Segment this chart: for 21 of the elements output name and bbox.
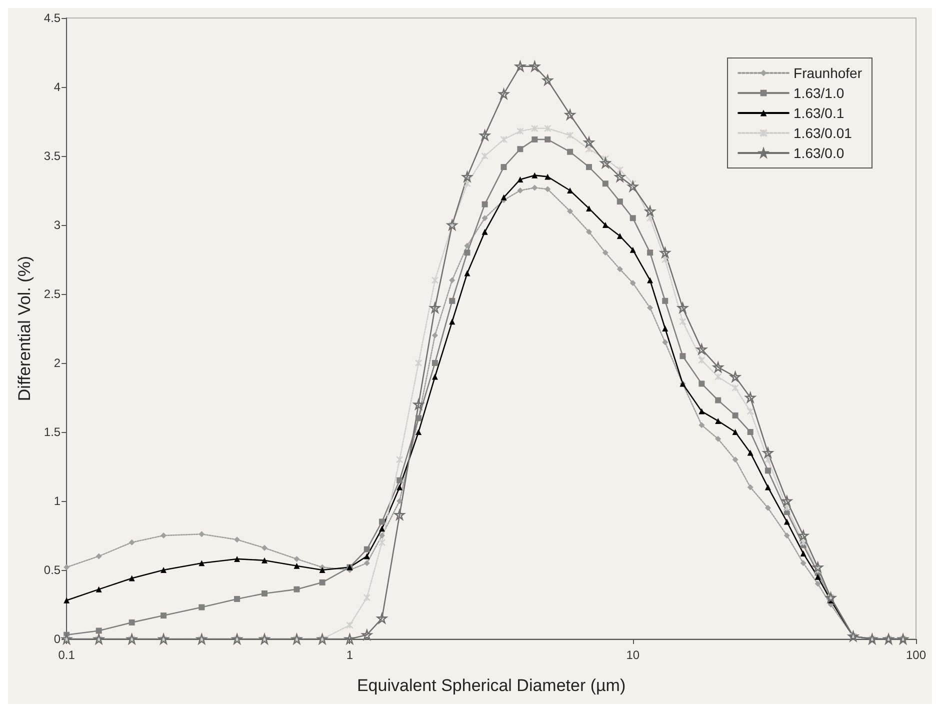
y-tick-label: 2.5: [44, 287, 61, 301]
legend-label: 1.63/0.1: [794, 105, 844, 121]
y-tick-label: 3: [54, 218, 61, 232]
y-tick-label: 1.5: [44, 425, 61, 439]
legend-label: Fraunhofer: [794, 65, 862, 81]
x-tick-label: 100: [906, 648, 926, 662]
x-axis-title: Equivalent Spherical Diameter (µm): [356, 676, 626, 695]
x-tick-label: 10: [626, 648, 640, 662]
legend-label: 1.63/0.0: [794, 145, 844, 161]
y-tick-label: 4.5: [44, 11, 61, 25]
legend-label: 1.63/1.0: [794, 85, 844, 101]
legend-label: 1.63/0.01: [794, 125, 852, 141]
y-axis-title: Differential Vol. (%): [15, 256, 34, 402]
y-tick-label: 1: [54, 494, 61, 508]
y-tick-label: 0: [54, 632, 61, 646]
y-tick-label: 0.5: [44, 563, 61, 577]
x-tick-label: 0.1: [58, 648, 76, 662]
y-tick-label: 2: [54, 356, 61, 370]
x-tick-label: 1: [346, 648, 354, 662]
y-tick-label: 3.5: [44, 149, 61, 163]
y-tick-label: 4: [54, 80, 61, 94]
